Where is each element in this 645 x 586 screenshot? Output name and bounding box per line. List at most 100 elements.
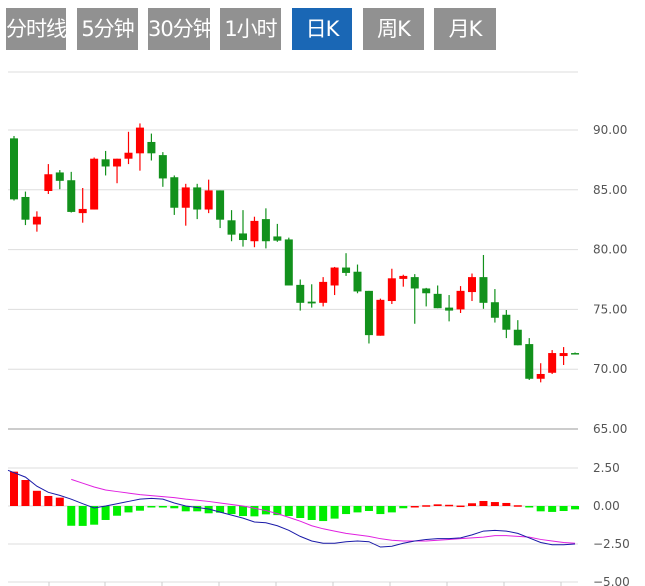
macd-tick-label: −5.00 [593,575,630,586]
macd-bar-negative [113,506,122,516]
macd-bar-negative [216,506,225,513]
price-tick-label: 70.00 [593,362,627,376]
macd-bar-negative [525,506,534,508]
macd-bar-positive [21,480,30,506]
dea-line [71,478,576,544]
macd-bar-positive [490,502,499,506]
candle-down [158,155,167,179]
macd-bar-negative [330,506,339,519]
macd-bar-positive [410,506,419,508]
candle-up [319,281,328,303]
macd-bar-positive [55,497,64,506]
macd-bar-positive [433,504,442,506]
price-tick-label: 80.00 [593,243,627,257]
price-tick-label: 90.00 [593,123,627,137]
tab-monthly-k[interactable]: 月K [434,8,496,50]
candle-up [376,299,385,336]
candle-down [10,138,18,200]
macd-bar-negative [342,506,351,515]
candle-down [445,307,454,311]
candle-up [250,220,259,242]
macd-bar-positive [32,490,41,506]
macd-bar-positive [44,495,53,506]
price-tick-label: 85.00 [593,183,627,197]
candle-up [135,127,144,154]
candle-up [44,174,53,191]
macd-bar-negative [250,506,259,517]
candle-up [124,152,133,159]
macd-bar-negative [571,506,580,510]
macd-bar-negative [273,506,282,516]
candle-down [490,302,499,318]
macd-bar-negative [181,506,190,512]
candle-up [78,208,87,214]
candle-down [227,220,236,235]
macd-bar-negative [353,506,362,513]
candle-down [296,284,305,303]
candle-down [571,353,580,355]
macd-bar-positive [422,505,431,507]
macd-bar-negative [147,506,156,508]
candle-down [307,301,316,304]
candle-down [147,141,156,154]
candle-down [410,277,419,289]
macd-bar-positive [479,500,488,506]
macd-bar-negative [536,506,545,512]
candle-down [342,267,351,273]
candle-down [479,277,488,303]
macd-bar-negative [284,506,293,517]
macd-tick-label: 0.00 [593,499,620,513]
macd-bar-negative [101,506,110,520]
candle-down [502,314,511,330]
candle-down [525,344,534,379]
macd-bar-negative [548,506,557,512]
tab-1hour[interactable]: 1小时 [220,8,281,50]
macd-bar-positive [456,505,465,508]
macd-bar-positive [10,471,18,506]
tab-weekly-k[interactable]: 周K [363,8,424,50]
candle-up [387,278,396,302]
candle-down [170,177,179,208]
macd-bar-negative [135,506,144,511]
candle-up [90,158,99,210]
macd-bar-negative [124,506,133,513]
candle-down [273,236,282,241]
candle-down [422,288,431,294]
dif-line [7,469,576,548]
macd-bar-negative [319,506,328,522]
macd-bar-negative [204,506,213,514]
macd-bar-positive [502,502,511,506]
macd-bar-negative [158,506,167,508]
price-tick-label: 75.00 [593,302,627,316]
tab-daily-k[interactable]: 日K [292,8,352,50]
tab-timeshare[interactable]: 分时线 [6,8,67,50]
candle-up [559,353,568,357]
candle-down [193,187,202,210]
tab-30min[interactable]: 30分钟 [148,8,214,50]
candle-up [399,275,408,279]
candle-down [55,172,64,181]
macd-tick-label: 2.50 [593,461,620,475]
candle-down [67,180,76,212]
macd-bar-negative [364,506,373,512]
candle-up [456,290,465,310]
macd-bar-negative [227,506,236,515]
macd-bar-negative [307,506,316,520]
macd-tick-label: −2.50 [593,537,630,551]
tab-5min[interactable]: 5分钟 [77,8,138,50]
macd-bar-negative [376,506,385,515]
candle-up [330,267,339,286]
candle-up [113,158,122,167]
candle-up [32,216,41,225]
macd-bar-negative [78,506,87,526]
macd-bar-negative [67,506,76,526]
candle-down [364,290,373,336]
macd-bar-negative [239,506,247,517]
macd-bar-negative [559,506,568,512]
macd-bar-negative [193,506,202,512]
candle-up [181,187,190,208]
candle-down [513,329,522,346]
macd-bar-negative [90,506,99,525]
candle-down [284,239,293,286]
